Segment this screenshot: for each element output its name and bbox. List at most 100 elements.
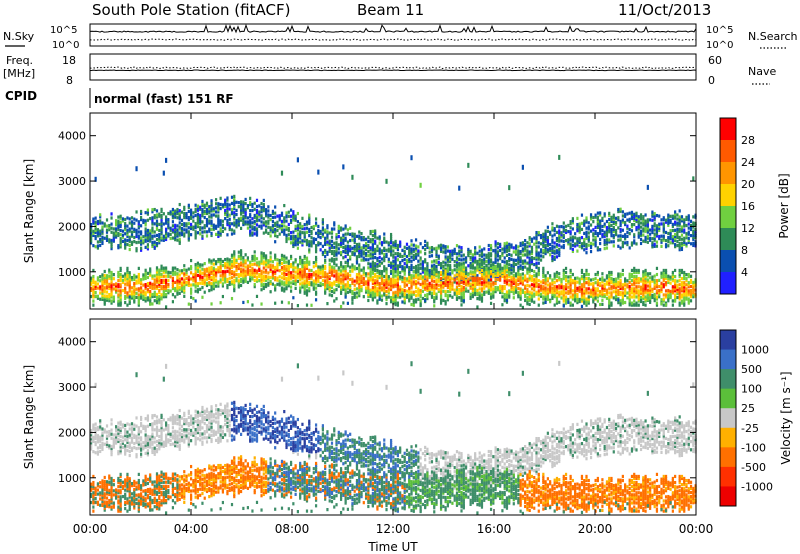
power-cell: [585, 236, 588, 241]
power-cell: [135, 218, 138, 222]
power-cell: [333, 258, 336, 262]
power-cell: [183, 213, 186, 218]
power-cell: [226, 261, 229, 265]
power-cell: [258, 264, 261, 268]
power-cell: [369, 266, 372, 270]
power-cell: [119, 274, 122, 279]
power-cell: [276, 228, 279, 233]
power-cell: [539, 284, 543, 288]
power-cell: [617, 298, 620, 302]
power-cell: [355, 273, 359, 277]
power-cell: [92, 277, 95, 281]
power-cell: [244, 201, 247, 206]
power-cell: [417, 259, 420, 263]
power-cell: [230, 255, 234, 259]
power-cell: [453, 288, 456, 292]
power-cell: [403, 253, 406, 258]
power-cell: [233, 194, 236, 199]
power-cell: [583, 293, 586, 297]
power-cell: [471, 284, 474, 289]
power-cell: [117, 219, 120, 223]
power-cell: [383, 256, 386, 261]
power-cell: [396, 274, 399, 279]
power-cell: [499, 242, 502, 246]
power-cell: [414, 244, 418, 248]
nsearch-series-line: [89, 38, 697, 41]
power-cell: [110, 281, 113, 285]
power-cell: [137, 296, 140, 300]
power-cell: [160, 264, 163, 268]
power-cell: [528, 264, 531, 268]
power-cell: [633, 241, 636, 245]
power-cell: [499, 278, 502, 282]
power-cell: [519, 289, 522, 293]
power-cell: [624, 220, 627, 225]
power-cell: [424, 293, 427, 298]
power-cell: [383, 267, 386, 271]
power-cell: [439, 262, 443, 266]
power-cell: [303, 287, 306, 291]
power-cell: [635, 215, 638, 219]
power-cell: [542, 268, 545, 272]
power-cell: [183, 205, 186, 209]
power-cell: [458, 185, 461, 191]
power-cell: [619, 209, 622, 213]
power-cell: [289, 277, 293, 281]
power-cell: [203, 280, 206, 284]
power-cell: [233, 229, 236, 233]
power-cell: [130, 224, 134, 228]
power-cell: [187, 209, 190, 214]
power-cell: [433, 265, 436, 269]
power-cell: [578, 299, 581, 304]
power-cell: [149, 233, 152, 237]
power-cell: [437, 273, 440, 277]
power-cell: [314, 290, 318, 294]
power-cell: [485, 276, 488, 280]
power-cell: [260, 208, 263, 212]
power-cell: [483, 284, 486, 288]
power-cell: [162, 266, 165, 270]
power-cell: [603, 284, 606, 288]
power-cell: [324, 242, 327, 246]
power-cell: [371, 262, 374, 266]
power-cell: [142, 273, 145, 277]
power-cell: [403, 284, 406, 289]
power-cell: [378, 275, 381, 280]
power-cell: [630, 295, 634, 299]
power-cell: [505, 296, 509, 300]
power-cell: [233, 256, 236, 260]
power-cell: [387, 283, 390, 287]
power-cell: [485, 278, 488, 282]
power-cell: [462, 277, 465, 281]
power-cell: [314, 298, 318, 302]
power-cell: [271, 224, 274, 228]
power-cell: [149, 237, 152, 241]
power-cell: [119, 295, 122, 299]
power-cell: [262, 252, 265, 256]
power-cell: [610, 223, 613, 228]
power-cell: [476, 264, 479, 268]
power-cell: [364, 282, 368, 286]
power-cell: [483, 278, 486, 282]
power-cell: [367, 290, 370, 294]
power-cell: [426, 262, 429, 266]
power-cell: [562, 225, 565, 229]
power-cell: [267, 265, 270, 269]
power-cell: [137, 293, 140, 297]
power-cell: [480, 248, 484, 252]
power-cell: [469, 251, 472, 255]
power-cell: [551, 246, 554, 250]
power-cell: [462, 292, 465, 296]
power-cell: [539, 254, 543, 258]
power-cell: [133, 240, 136, 244]
power-cell: [217, 202, 220, 206]
power-cell: [480, 264, 484, 268]
power-cell: [210, 259, 213, 263]
power-cell: [255, 269, 259, 273]
power-cell: [174, 288, 177, 293]
power-cell: [524, 265, 527, 269]
power-cell: [339, 242, 343, 246]
power-cell: [412, 270, 415, 274]
power-cell: [387, 249, 390, 253]
power-cell: [335, 273, 338, 277]
